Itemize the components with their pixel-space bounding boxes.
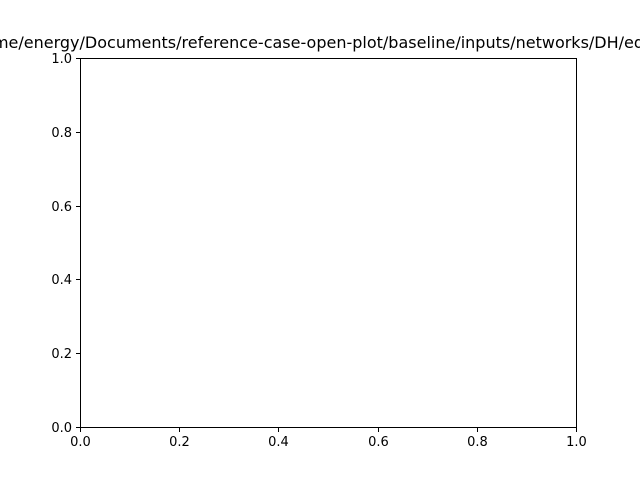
- y-tick-label: 1.0: [51, 52, 72, 67]
- y-tick-label: 0.2: [51, 347, 72, 362]
- y-axis-ticks: 0.0 0.2 0.4 0.6 0.8 1.0: [51, 52, 81, 436]
- x-tick-label: 0.0: [70, 435, 91, 450]
- y-tick-label: 0.4: [51, 273, 72, 288]
- x-tick-label: 0.6: [368, 435, 389, 450]
- y-tick-label: 0.0: [51, 421, 72, 436]
- x-tick-label: 0.2: [169, 435, 190, 450]
- x-tick-label: 0.8: [467, 435, 488, 450]
- plot-axes: 0.0 0.2 0.4 0.6 0.8 1.0 0.0 0.2 0.4 0.6 0.8 1.0: [51, 52, 587, 450]
- x-axis-ticks: 0.0 0.2 0.4 0.6 0.8 1.0: [70, 427, 587, 450]
- y-tick-label: 0.8: [51, 126, 72, 141]
- x-tick-label: 1.0: [566, 435, 587, 450]
- chart-title: /home/energy/Documents/reference-case-op…: [0, 33, 640, 52]
- y-tick-label: 0.6: [51, 200, 72, 215]
- x-tick-label: 0.4: [268, 435, 289, 450]
- plot-frame: [80, 58, 577, 428]
